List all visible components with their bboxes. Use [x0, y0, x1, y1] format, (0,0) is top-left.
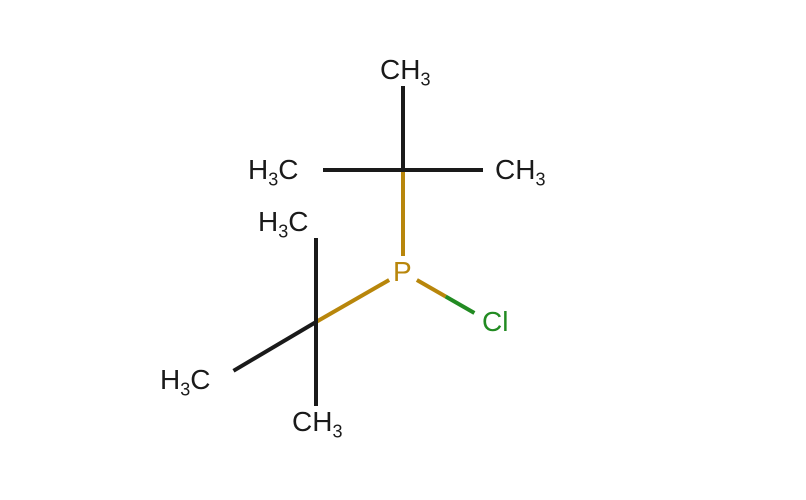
atom-chlorine-label: Cl — [482, 306, 508, 337]
atom-phosphorus-label: P — [393, 256, 412, 287]
atom-h3c-left-top-sub: 3 — [278, 222, 288, 242]
atom-ch3-top: CH3 — [380, 56, 430, 84]
atom-h3c-left-top-c: C — [288, 206, 308, 237]
atom-ch3-top-right: CH3 — [495, 156, 545, 184]
atom-ch3-top-c: CH — [380, 54, 420, 85]
atom-ch3-left-bottom: CH3 — [292, 408, 342, 436]
atom-h3c-top-left-c: C — [278, 154, 298, 185]
atom-phosphorus: P — [393, 258, 412, 286]
molecule-canvas: P Cl CH3 H3C CH3 H3C H3C CH3 — [0, 0, 806, 500]
atom-chlorine: Cl — [482, 308, 508, 336]
atom-h3c-top-left-sub: 3 — [268, 170, 278, 190]
atom-h3c-left-left-sub: 3 — [180, 380, 190, 400]
atom-h3c-left-top-h: H — [258, 206, 278, 237]
atom-h3c-top-left-h: H — [248, 154, 268, 185]
atom-ch3-top-right-sub: 3 — [535, 170, 545, 190]
atom-ch3-top-sub: 3 — [420, 70, 430, 90]
atom-ch3-left-bottom-c: CH — [292, 406, 332, 437]
atom-h3c-left-left-h: H — [160, 364, 180, 395]
atom-h3c-top-left: H3C — [248, 156, 298, 184]
atom-h3c-left-left-c: C — [190, 364, 210, 395]
atom-h3c-left-top: H3C — [258, 208, 308, 236]
atom-ch3-left-bottom-sub: 3 — [332, 422, 342, 442]
atom-h3c-left-left: H3C — [160, 366, 210, 394]
atom-ch3-top-right-c: CH — [495, 154, 535, 185]
